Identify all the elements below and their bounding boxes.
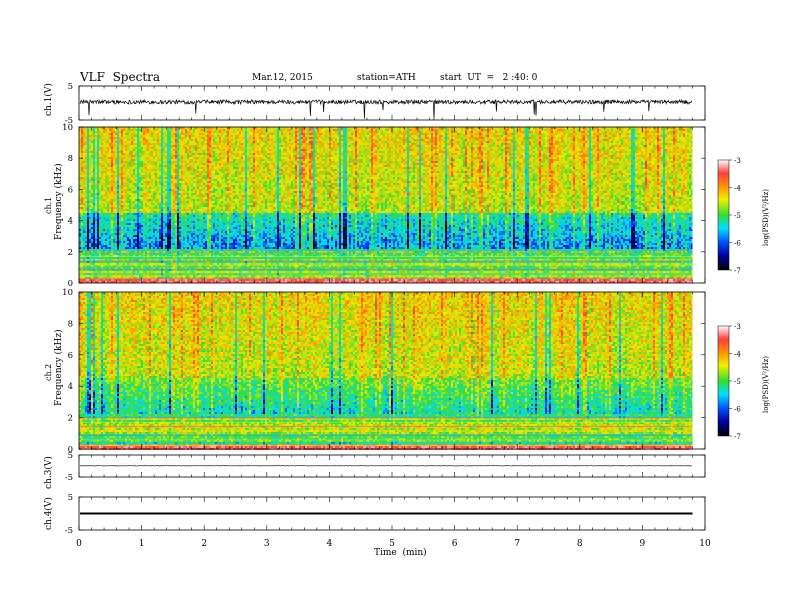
ch2-channel-label: ch.2 <box>44 364 53 381</box>
colorbar1-label: log(PSD)(V²/Hz) <box>762 189 770 246</box>
ch1-spectrogram-ytick-label: 6 <box>68 185 73 195</box>
ch1-spectrogram-ytick-label: 10 <box>62 123 73 133</box>
colorbar-ch2-tick-label: -7 <box>734 433 741 441</box>
x-axis-label: Time (min) <box>374 548 427 558</box>
figure-title: VLF Spectra <box>80 70 160 84</box>
ch4-waveform-band <box>80 513 692 515</box>
ch4-waveform-ytick-label: -5 <box>65 526 73 536</box>
colorbar-ch2-tick-label: -4 <box>734 351 741 359</box>
ch1-channel-label: ch.1 <box>44 197 53 214</box>
ch4-waveform-ylabel: ch.4(V) <box>44 497 54 530</box>
ch4-waveform-ytick-label: 5 <box>68 493 73 503</box>
station-label: station=ATH <box>357 73 416 83</box>
x-tick-label: 9 <box>640 539 646 549</box>
ch2-spectrogram-ytick-label: 10 <box>62 288 73 298</box>
ch2-spectrogram-ytick-label: 8 <box>68 319 73 329</box>
ch2-spectrogram-ytick-label: 2 <box>68 414 73 424</box>
colorbar-ch1-tick-label: -7 <box>734 267 741 275</box>
start-time-label: start UT = 2 :40: 0 <box>440 73 537 83</box>
x-tick-label: 3 <box>264 539 270 549</box>
ch2-spectrogram-ytick-label: 4 <box>68 382 73 392</box>
colorbar-ch1-tick-label: -5 <box>734 212 741 220</box>
x-tick-label: 8 <box>577 539 583 549</box>
colorbar2-label: log(PSD)(V²/Hz) <box>762 356 770 413</box>
ch2-spectrogram-ylabel: Frequency (kHz) <box>54 329 64 406</box>
colorbar-ch1 <box>718 160 729 270</box>
colorbar-ch1-tick-label: -4 <box>734 185 741 193</box>
ch1-waveform-ytick-label: 5 <box>68 82 73 92</box>
ch3-waveform-ytick-label: 5 <box>68 451 73 461</box>
colorbar-ch1-tick-label: -6 <box>734 240 741 248</box>
ch1-spectrogram-ytick-label: 2 <box>68 248 73 258</box>
ch3-waveform-ytick-label: -5 <box>65 473 73 483</box>
ch3-waveform-ylabel: ch.3(V) <box>44 456 54 489</box>
ch1-waveform-ylabel: ch.1(V) <box>44 83 54 116</box>
ch1-waveform-line <box>80 100 692 120</box>
panel-frame-w1 <box>79 86 705 120</box>
ch2-spectrogram-ytick-label: 6 <box>68 351 73 361</box>
ch1-spectrogram-image <box>79 127 692 283</box>
colorbar-ch2-tick-label: -5 <box>734 378 741 386</box>
colorbar-ch1-tick-label: -3 <box>734 157 741 165</box>
colorbar-ch2-tick-label: -6 <box>734 406 741 414</box>
ch1-spectrogram-ytick-label: 8 <box>68 154 73 164</box>
ch2-spectrogram-image <box>79 292 692 450</box>
x-tick-label: 10 <box>699 539 711 549</box>
colorbar-ch2-tick-label: -3 <box>734 323 741 331</box>
ch1-spectrogram-ytick-label: 4 <box>68 217 73 227</box>
ch1-spectrogram-ylabel: Frequency (kHz) <box>54 163 64 240</box>
x-tick-label: 0 <box>76 539 82 549</box>
colorbar-ch2 <box>718 326 729 436</box>
x-tick-label: 4 <box>327 539 333 549</box>
x-tick-label: 2 <box>201 539 207 549</box>
x-tick-label: 1 <box>139 539 145 549</box>
x-tick-label: 6 <box>452 539 458 549</box>
x-tick-label: 7 <box>514 539 520 549</box>
date-label: Mar.12, 2015 <box>252 73 313 83</box>
